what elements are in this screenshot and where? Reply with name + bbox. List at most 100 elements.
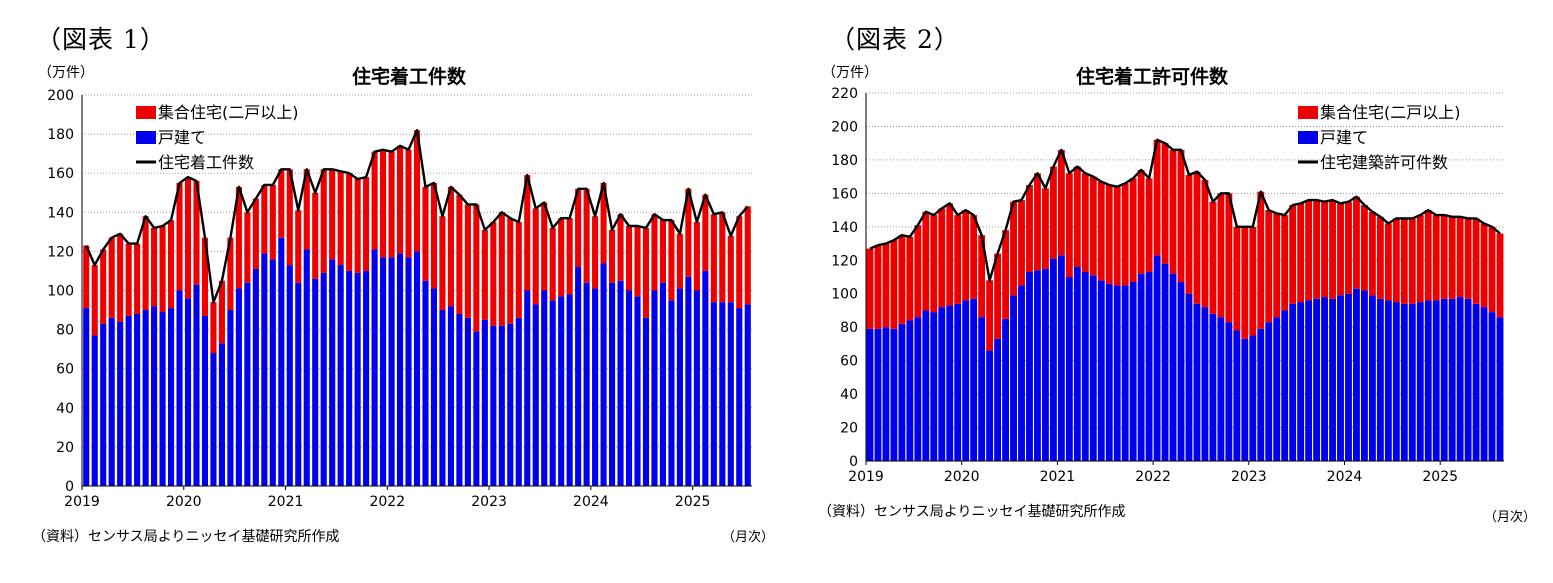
chart-panel-starts: （図表 1） （万件） 住宅着工件数 0 20 40 60 80 100 120 140 160… (32, 25, 774, 545)
multi-family-bar (922, 211, 930, 311)
single-family-bar (938, 307, 946, 461)
single-family-bar (946, 305, 954, 461)
single-family-bar (1416, 302, 1424, 461)
multi-family-bar (962, 210, 970, 301)
single-family-bar (1161, 263, 1169, 461)
multi-family-bar (1185, 174, 1193, 294)
multi-family-bar (320, 169, 327, 273)
chart-title: 住宅着工件数 (352, 66, 467, 88)
single-family-bar (430, 288, 438, 486)
single-family-bar (906, 320, 914, 461)
multi-family-bar (439, 216, 446, 311)
single-family-bar (651, 290, 658, 486)
multi-family-bar (312, 192, 319, 279)
chart-plot: 0 20 40 60 80 100 120 140 160 180 200 220 2019 2020 20… (831, 86, 1504, 485)
multi-family-bar (1384, 223, 1392, 301)
y-tick-label: 40 (56, 401, 74, 417)
single-family-bar (634, 296, 641, 486)
single-family-bar (515, 317, 522, 486)
multi-family-bar (1496, 233, 1504, 318)
multi-family-bar (727, 235, 734, 303)
single-family-bar (1065, 277, 1073, 461)
multi-family-bar (583, 188, 590, 283)
y-tick-label: 40 (840, 387, 858, 403)
total-line (85, 128, 749, 304)
x-tick-label: 2019 (848, 469, 884, 485)
multi-family-bar (354, 179, 361, 273)
single-family-bar (1057, 255, 1065, 461)
multi-family-bar (1217, 193, 1225, 318)
multi-family-bar (227, 237, 234, 311)
multi-family-bar (1137, 169, 1145, 274)
multi-family-bar (1392, 218, 1400, 303)
multi-family-bar (685, 188, 692, 277)
multi-family-bar (970, 215, 978, 299)
single-family-bar (693, 290, 700, 486)
multi-family-bar (1281, 215, 1289, 311)
legend-swatch (1298, 106, 1318, 119)
multi-family-bar (261, 184, 268, 254)
single-family-bar (1241, 338, 1249, 461)
x-tick-label: 2024 (573, 494, 609, 510)
multi-family-bar (1448, 216, 1456, 299)
single-family-bar (890, 328, 898, 461)
single-family-bar (617, 280, 624, 486)
single-family-bar (1193, 303, 1201, 461)
single-family-bar (1010, 295, 1017, 461)
single-family-bar (1002, 318, 1009, 461)
multi-family-bar (1376, 216, 1384, 299)
multi-family-bar (609, 229, 616, 283)
single-family-bar (1042, 268, 1049, 461)
y-tick-label: 160 (47, 166, 74, 182)
single-family-bar (1137, 273, 1145, 461)
multi-family-bar (651, 214, 658, 291)
multi-family-bar (1113, 186, 1121, 286)
x-tick-label: 2021 (1040, 469, 1076, 485)
single-family-bar (558, 296, 565, 486)
single-family-bar (600, 263, 607, 486)
multi-family-bar (235, 186, 242, 289)
single-family-bar (1472, 303, 1480, 461)
multi-family-bar (108, 237, 115, 318)
multi-family-bar (1416, 215, 1424, 303)
single-family-bar (218, 343, 225, 486)
single-family-bar (1408, 303, 1416, 461)
single-family-bar (1081, 271, 1089, 461)
single-family-bar (1201, 307, 1209, 461)
single-family-bar (1113, 285, 1121, 461)
multi-family-bar (558, 218, 565, 297)
single-family-bar (583, 282, 590, 486)
multi-family-bar (481, 229, 488, 320)
multi-family-bar (1464, 218, 1472, 299)
multi-family-bar (914, 225, 922, 318)
single-family-bar (642, 317, 650, 486)
multi-family-bar (994, 253, 1002, 339)
y-tick-label: 180 (47, 127, 74, 143)
multi-family-bar (1002, 230, 1009, 319)
y-tick-label: 160 (831, 186, 858, 202)
y-tick-label: 60 (56, 362, 74, 378)
y-tick-label: 100 (831, 287, 858, 303)
single-family-bar (1384, 300, 1392, 461)
figure-label: （図表 1） (36, 25, 166, 54)
x-tick-label: 2020 (944, 469, 980, 485)
multi-family-bar (566, 218, 573, 295)
single-family-bar (193, 284, 200, 486)
multi-family-bar (882, 243, 890, 328)
x-tick-label: 2021 (268, 494, 304, 510)
multi-family-bar (592, 216, 599, 289)
source-note: （資料）センサス局よりニッセイ基礎研究所作成 (32, 529, 340, 545)
y-axis-unit: （万件） (822, 65, 878, 81)
multi-family-bar (159, 225, 166, 313)
multi-family-bar (600, 182, 607, 264)
single-family-bar (1297, 302, 1305, 461)
multi-family-bar (874, 245, 882, 329)
single-family-bar (507, 323, 514, 486)
single-family-bar (994, 338, 1002, 461)
single-family-bar (1440, 298, 1448, 461)
y-tick-label: 120 (831, 253, 858, 269)
multi-family-bar (1201, 179, 1209, 308)
multi-family-bar (676, 233, 683, 289)
multi-family-bar (167, 220, 175, 309)
